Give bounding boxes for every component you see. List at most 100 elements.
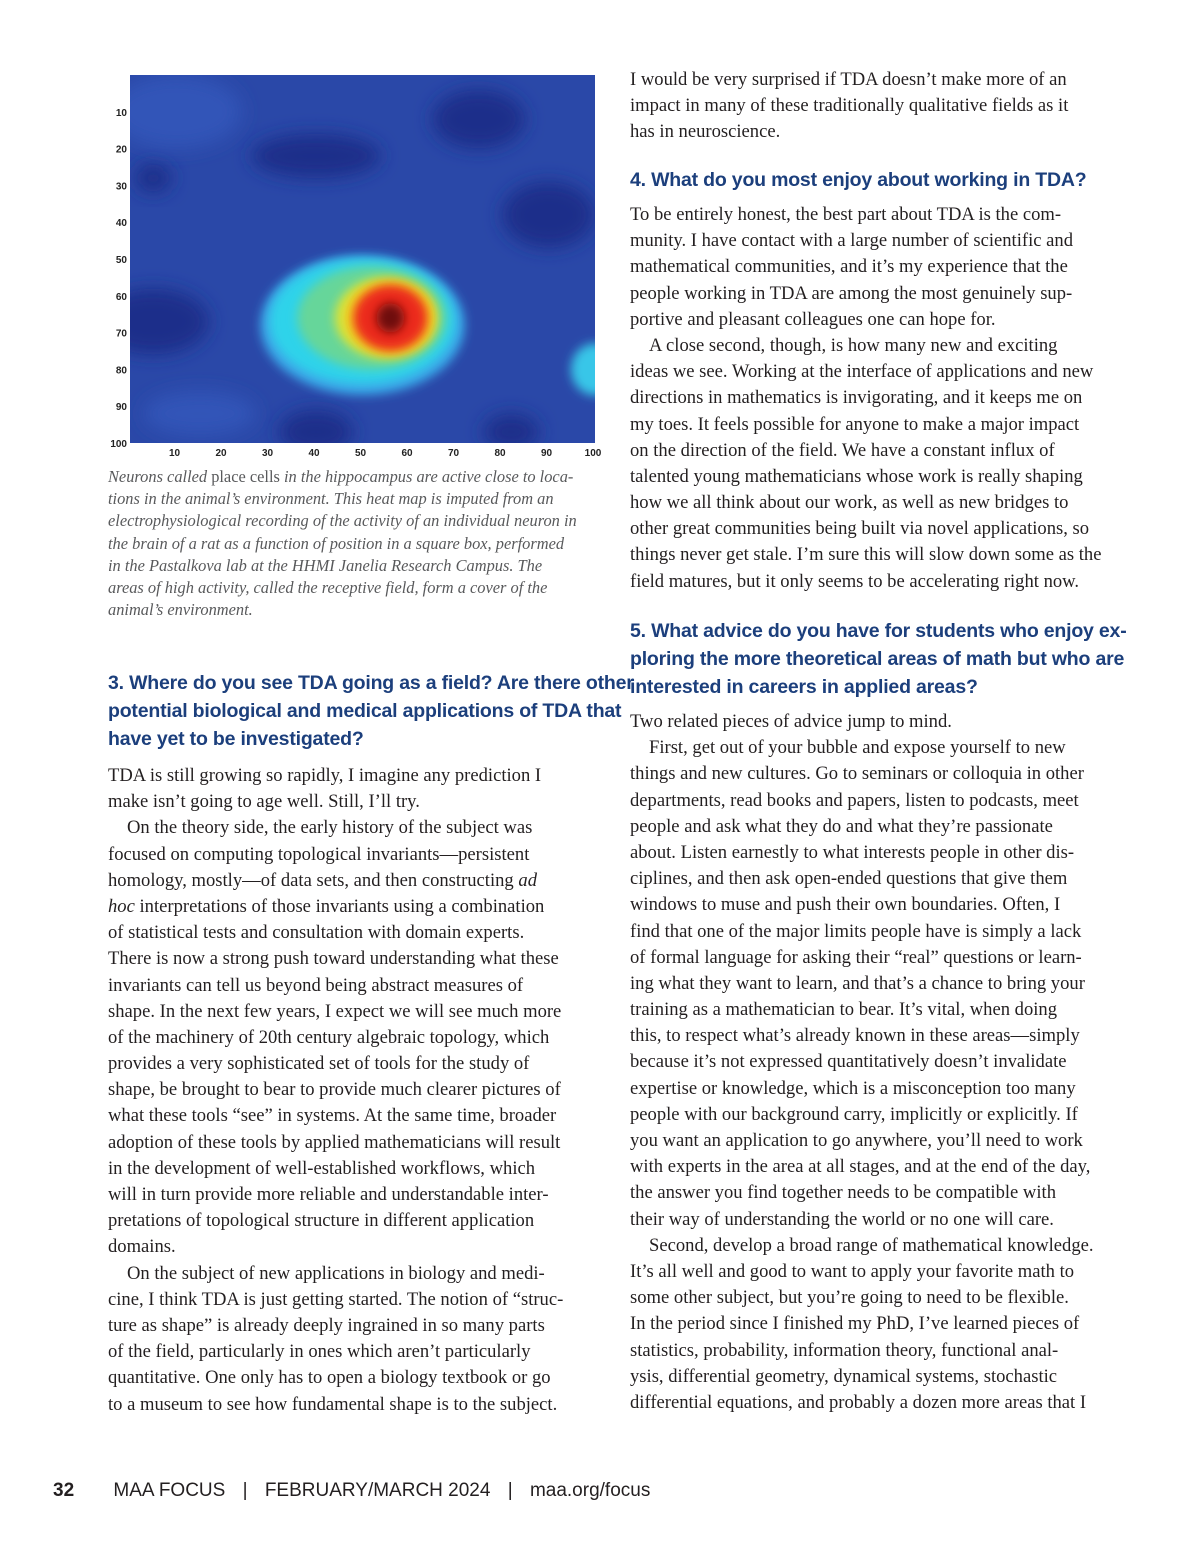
text-line: Neurons called place cells in the hippoc… — [108, 466, 577, 488]
text-run: to a museum to see how fundamental shape… — [108, 1393, 558, 1415]
text-line: Two related pieces of advice jump to min… — [630, 709, 1094, 735]
heading-line: ploring the more theoretical areas of ma… — [630, 648, 1125, 670]
text-run: ideas we see. Working at the interface o… — [630, 361, 1094, 383]
text-line: tions in the animal’s environment. This … — [108, 488, 577, 510]
text-line: invariants can tell us beyond being abst… — [108, 973, 563, 999]
text-run: in the hippocampus are active close to l… — [279, 467, 574, 486]
text-line: In the period since I finished my PhD, I… — [630, 1311, 1094, 1337]
footer-url[interactable]: maa.org/focus — [529, 1480, 651, 1501]
footer-separator: | — [242, 1480, 248, 1501]
text-run: in the Pastalkova lab at the HHMI Janeli… — [108, 555, 543, 575]
text-line: To be entirely honest, the best part abo… — [630, 202, 1101, 228]
text-run: First, get out of your bubble and expose… — [649, 737, 1066, 759]
text-run: statistics, probability, information the… — [630, 1339, 1059, 1361]
secondary-hotspot — [571, 343, 595, 396]
text-line: of the field, particularly in ones which… — [108, 1339, 563, 1365]
text-run: things never get stale. I’m sure this wi… — [630, 544, 1102, 566]
text-line: talented young mathematicians whose work… — [630, 464, 1101, 490]
x-tick-label: 30 — [262, 448, 274, 459]
text-run: ing what they want to learn, and that’s … — [630, 972, 1085, 994]
text-line: ciplines, and then ask open-ended questi… — [630, 866, 1094, 892]
text-line: adoption of these tools by applied mathe… — [108, 1130, 563, 1156]
text-run: the brain of a rat as a function of posi… — [108, 533, 565, 553]
low-activity-region — [130, 288, 210, 355]
text-run: quantitative. One only has to open a bio… — [108, 1367, 551, 1389]
x-tick-label: 10 — [169, 448, 181, 459]
text-run: ad — [518, 869, 537, 891]
text-line: how we all think about our work, as well… — [630, 490, 1101, 516]
low-activity-region — [250, 133, 382, 179]
page-number: 32 — [53, 1480, 75, 1501]
text-run: training as a mathematician to bear. It’… — [630, 999, 1058, 1021]
text-line: shape, be brought to bear to provide muc… — [108, 1077, 563, 1103]
text-line: will in turn provide more reliable and u… — [108, 1182, 563, 1208]
x-tick-label: 60 — [401, 448, 413, 459]
text-line: First, get out of your bubble and expose… — [630, 735, 1094, 761]
text-run: place cells — [211, 467, 280, 486]
heading-line: 5. What advice do you have for students … — [630, 620, 1127, 642]
background-variation — [143, 391, 256, 436]
heatmap-chart: 10 20 30 40 50 60 70 80 90 100 10 20 30 40 50 60 70 80 90… — [110, 75, 602, 459]
x-tick-label: 40 — [308, 448, 320, 459]
y-tick-label: 10 — [116, 108, 128, 119]
text-run: ysis, differential geometry, dynamical s… — [630, 1365, 1058, 1387]
text-run: people and ask what they do and what the… — [630, 815, 1053, 837]
y-tick-label: 20 — [116, 145, 128, 156]
activity-contour — [376, 303, 405, 333]
text-line: statistics, probability, information the… — [630, 1338, 1094, 1364]
text-line: things and new cultures. Go to seminars … — [630, 761, 1094, 787]
text-run: some other subject, but you’re going to … — [630, 1287, 1069, 1309]
text-line: animal’s environment. — [108, 599, 577, 621]
text-line: my toes. It feels possible for anyone to… — [630, 412, 1101, 438]
text-run: invariants can tell us beyond being abst… — [108, 974, 524, 996]
text-line: portive and pleasant colleagues one can … — [630, 307, 1101, 333]
text-line: departments, read books and papers, list… — [630, 788, 1094, 814]
text-run: you want an application to go anywhere, … — [630, 1130, 1083, 1151]
text-line: homology, mostly—of data sets, and then … — [108, 868, 563, 894]
text-line: the answer you find together needs to be… — [630, 1180, 1094, 1206]
text-run: munity. I have contact with a large numb… — [630, 230, 1073, 252]
text-run: shape. In the next few years, I expect w… — [108, 1000, 562, 1022]
text-run: make isn’t going to age well. Still, I’l… — [108, 791, 420, 813]
text-run: on the direction of the field. We have a… — [630, 439, 1055, 461]
text-run: has in neuroscience. — [630, 121, 781, 143]
text-line: field matures, but it only seems to be a… — [630, 569, 1101, 595]
heading-line: 3. Where do you see TDA going as a field… — [108, 672, 634, 694]
page-footer: 32 MAA FOCUS | FEBRUARY/MARCH 2024 | maa… — [53, 1480, 650, 1502]
low-activity-region — [502, 181, 595, 248]
text-line: ideas we see. Working at the interface o… — [630, 359, 1101, 385]
x-tick-label: 70 — [448, 448, 460, 459]
text-line: provides a very sophisticated set of too… — [108, 1051, 563, 1077]
figure-caption: Neurons called place cells in the hippoc… — [108, 466, 577, 621]
text-run: find that one of the major limits people… — [630, 920, 1082, 942]
text-run: To be entirely honest, the best part abo… — [630, 204, 1062, 225]
intro-continuation: I would be very surprised if TDA doesn’t… — [630, 67, 1068, 146]
text-line: other great communities being built via … — [630, 516, 1101, 542]
text-line: TDA is still growing so rapidly, I imagi… — [108, 763, 563, 789]
text-run: On the theory side, the early history of… — [127, 817, 533, 839]
text-line: has in neuroscience. — [630, 119, 1068, 145]
text-line: ture as shape” is already deeply ingrain… — [108, 1313, 563, 1339]
y-tick-label: 60 — [116, 292, 128, 303]
text-line: people and ask what they do and what the… — [630, 814, 1094, 840]
text-line: to a museum to see how fundamental shape… — [108, 1392, 563, 1418]
text-run: in the development of well-established w… — [108, 1157, 536, 1179]
text-run: expertise or knowledge, which is a misco… — [630, 1077, 1076, 1099]
text-line: of formal language for asking their “rea… — [630, 945, 1094, 971]
text-run: of statistical tests and consultation wi… — [108, 922, 525, 944]
text-line: hoc interpretations of those invariants … — [108, 894, 563, 920]
text-run: animal’s environment. — [108, 600, 253, 620]
text-line: On the subject of new applications in bi… — [108, 1261, 563, 1287]
text-run: windows to muse and push their own bound… — [630, 894, 1061, 916]
text-line: about. Listen earnestly to what interest… — [630, 840, 1094, 866]
text-line: people working in TDA are among the most… — [630, 281, 1101, 307]
y-tick-label: 40 — [116, 218, 128, 229]
heading-line: interested in careers in applied areas? — [630, 676, 978, 698]
text-run: things and new cultures. Go to seminars … — [630, 763, 1084, 785]
text-run: about. Listen earnestly to what interest… — [630, 841, 1075, 863]
text-run: other great communities being built via … — [630, 518, 1090, 540]
y-tick-label: 90 — [116, 402, 128, 413]
y-tick-label: 100 — [110, 439, 127, 450]
text-run: adoption of these tools by applied mathe… — [108, 1131, 561, 1153]
